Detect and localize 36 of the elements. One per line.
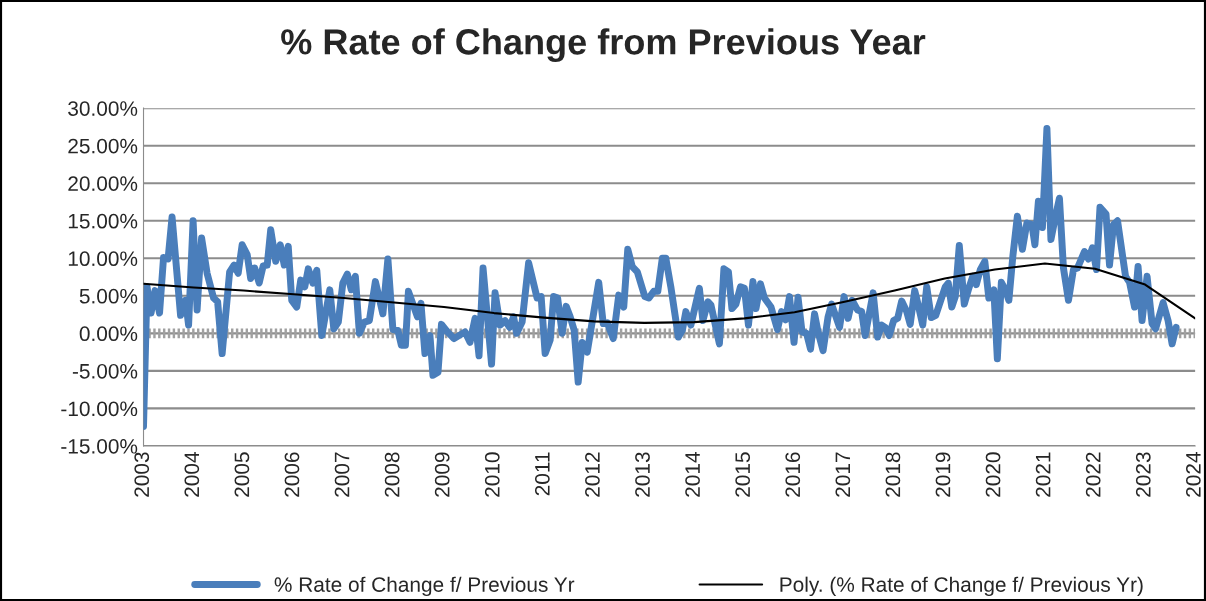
legend-label: % Rate of Change f/ Previous Yr <box>274 576 575 597</box>
x-tick-label: 2007 <box>334 452 350 497</box>
x-tick-label: 2011 <box>534 452 550 496</box>
x-tick-label: 2024 <box>1185 452 1201 497</box>
y-tick-label: 10.00% <box>68 251 138 267</box>
y-tick-label: 5.00% <box>79 288 138 304</box>
x-tick-label: 2019 <box>935 452 951 497</box>
x-tick-label: 2010 <box>484 452 500 497</box>
x-tick-label: 2006 <box>284 452 300 497</box>
x-tick-label: 2005 <box>234 452 250 497</box>
x-tick-label: 2004 <box>184 452 200 497</box>
x-tick-label: 2017 <box>835 452 851 497</box>
x-tick-label: 2009 <box>434 452 450 497</box>
x-tick-label: 2012 <box>585 452 600 497</box>
line-series <box>143 262 1196 324</box>
legend-label: Poly. (% Rate of Change f/ Previous Yr) <box>780 576 1143 597</box>
y-tick-label: -10.00% <box>61 401 138 417</box>
chart-title: % Rate of Change from Previous Year <box>281 28 926 62</box>
x-tick-label: 2008 <box>384 452 400 497</box>
x-tick-label: 2016 <box>785 452 801 497</box>
x-tick-label: 2022 <box>1085 452 1101 497</box>
y-tick-label: 25.00% <box>68 138 138 154</box>
x-tick-label: 2021 <box>1035 452 1051 497</box>
y-tick-label: -5.00% <box>72 363 138 379</box>
y-tick-label: 30.00% <box>68 101 138 116</box>
x-tick-label: 2014 <box>685 452 700 497</box>
y-tick-label: -15.00% <box>61 438 138 454</box>
x-tick-label: 2003 <box>134 452 150 497</box>
x-tick-label: 2018 <box>885 452 901 497</box>
x-tick-label: 2020 <box>985 452 1001 497</box>
x-tick-label: 2013 <box>635 452 650 497</box>
y-tick-label: 20.00% <box>68 176 138 191</box>
y-tick-label: 15.00% <box>68 213 138 229</box>
x-tick-label: 2023 <box>1135 452 1151 497</box>
y-tick-label: 0.00% <box>79 326 138 342</box>
x-tick-label: 2015 <box>735 452 751 497</box>
